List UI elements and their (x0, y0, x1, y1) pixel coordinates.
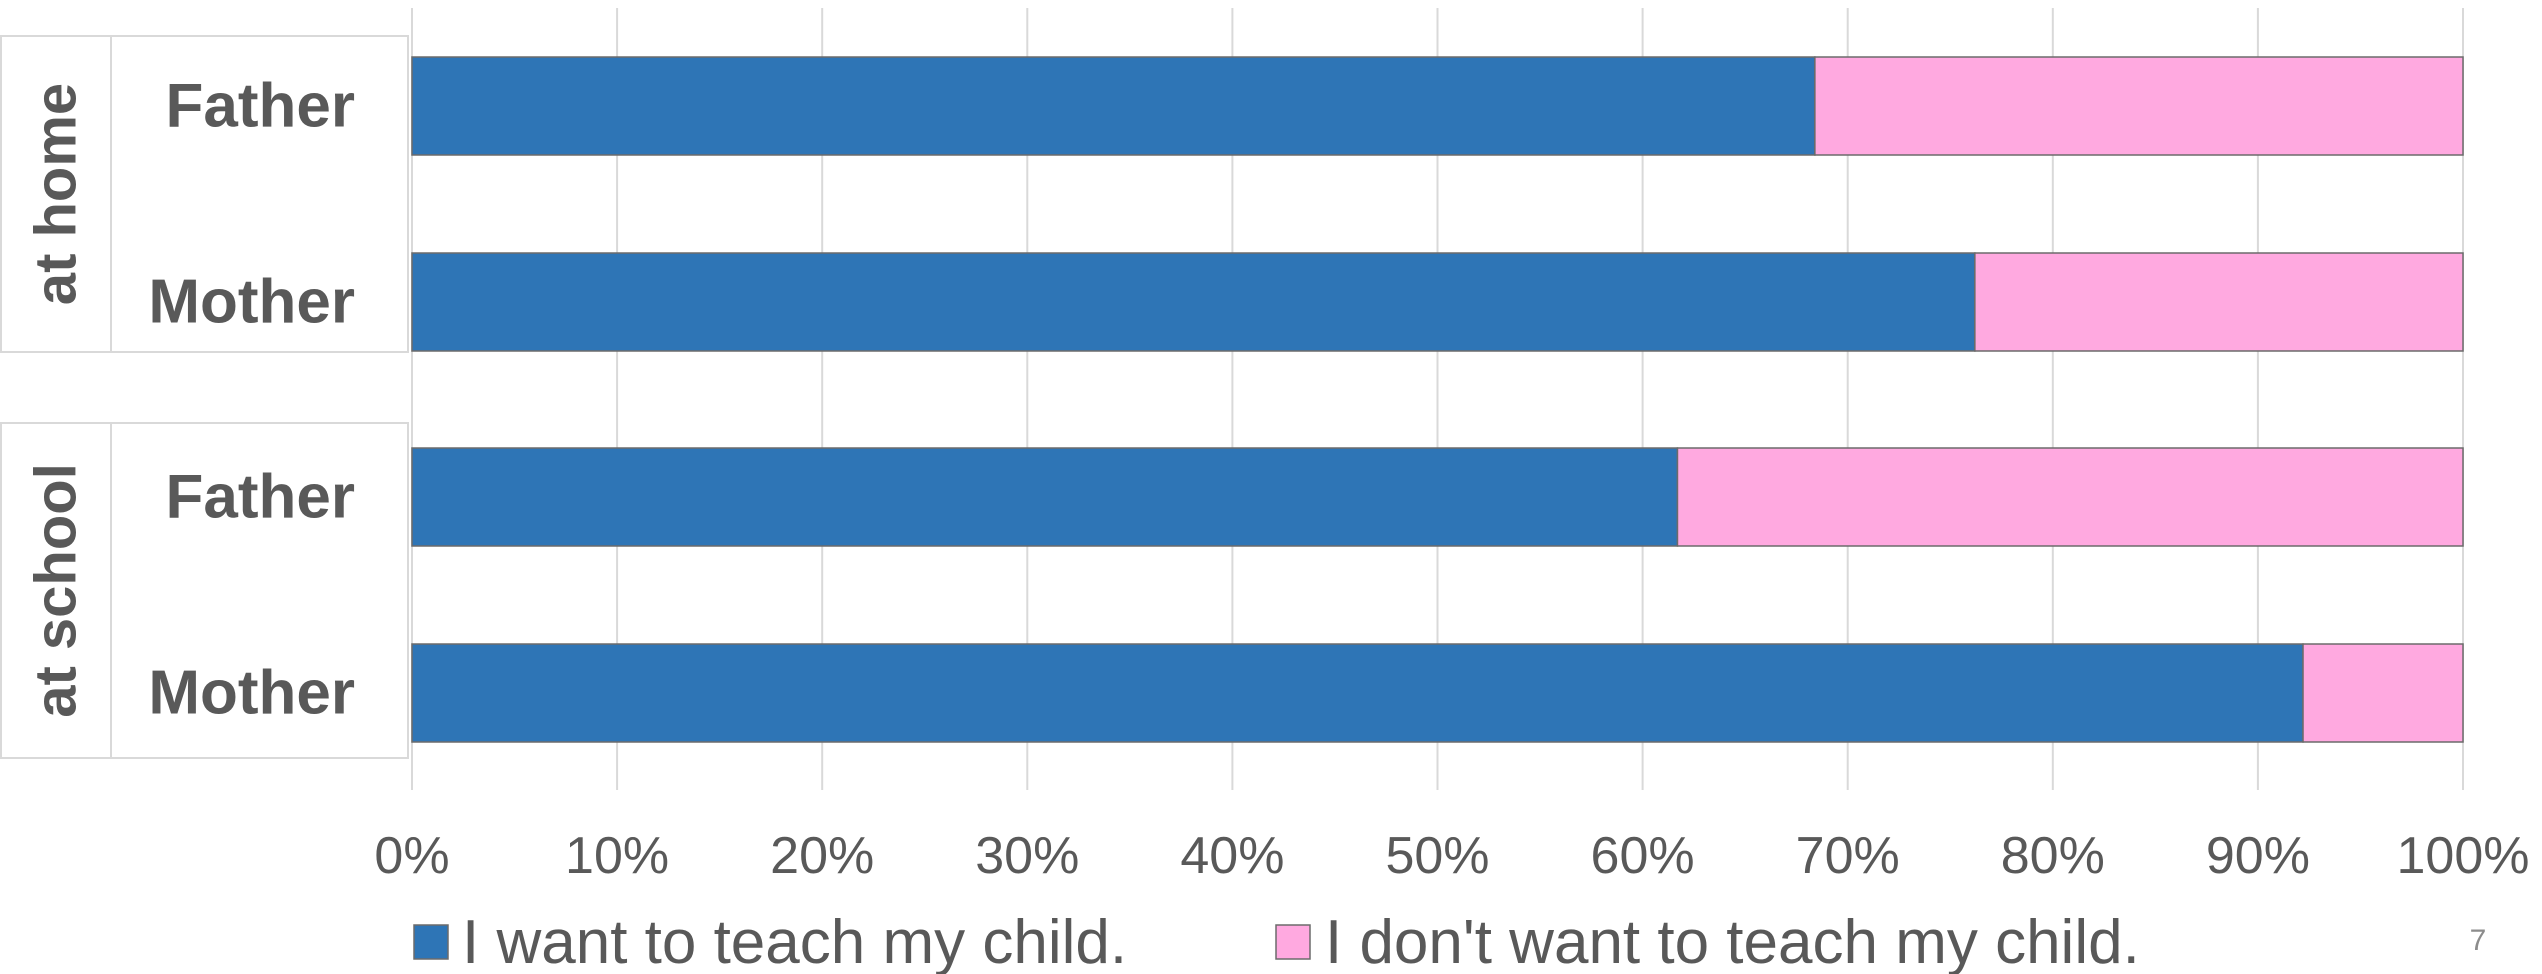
x-tick-label: 100% (2397, 827, 2530, 885)
bar-want-to-teach (411, 56, 1816, 156)
group-label-box (0, 35, 112, 353)
category-label: Father (166, 72, 355, 141)
category-label-box (110, 422, 409, 759)
x-tick-label: 50% (1385, 827, 1489, 885)
x-tick-label: 30% (975, 827, 1079, 885)
group-label-box (0, 422, 112, 759)
bar-want-to-teach (411, 252, 1976, 352)
x-tick-label: 60% (1591, 827, 1695, 885)
bar-dont-want-to-teach (1814, 56, 2464, 156)
x-tick-label: 70% (1796, 827, 1900, 885)
x-tick-label: 20% (770, 827, 874, 885)
bar-dont-want-to-teach (2302, 643, 2464, 743)
bar-dont-want-to-teach (1974, 252, 2464, 352)
category-label: Mother (148, 659, 355, 728)
x-tick-label: 0% (374, 827, 449, 885)
category-label: Mother (148, 268, 355, 337)
x-axis-tick-labels: 0% 10% 20% 30% 40% 50% 60% 70% 80% 90% 100% (374, 827, 2529, 885)
group-label: at home (24, 83, 89, 305)
category-label-box (110, 35, 409, 353)
bar-want-to-teach (411, 447, 1679, 547)
x-tick-label: 90% (2206, 827, 2310, 885)
legend-swatch (1275, 924, 1311, 960)
page-number: 7 (2470, 924, 2487, 957)
bars (411, 56, 2464, 743)
x-tick-label: 80% (2001, 827, 2105, 885)
category-axis-labels: at home Father Mother at school Father Mother (0, 35, 409, 759)
x-tick-label: 40% (1180, 827, 1284, 885)
group-label: at school (24, 463, 89, 718)
legend-label: I want to teach my child. (462, 908, 1127, 974)
legend-swatch (413, 924, 449, 960)
category-label: Father (166, 463, 355, 532)
bar-want-to-teach (411, 643, 2304, 743)
legend-label: I don't want to teach my child. (1325, 908, 2140, 974)
bar-dont-want-to-teach (1676, 447, 2464, 547)
legend: I want to teach my child. I don't want to… (413, 908, 2140, 974)
x-tick-label: 10% (565, 827, 669, 885)
